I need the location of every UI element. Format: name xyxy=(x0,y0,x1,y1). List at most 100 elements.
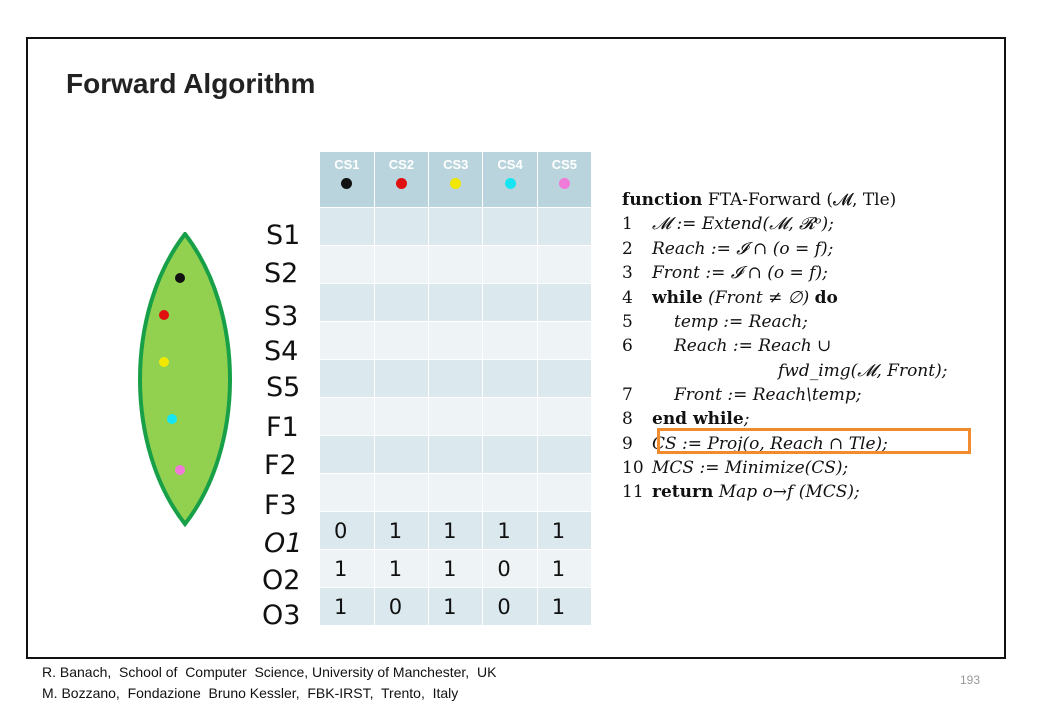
algorithm-statement: Map o→f (MCS); xyxy=(718,482,860,502)
table-cell xyxy=(320,473,375,512)
algorithm-statement: (Front ≠ ∅) xyxy=(708,288,810,308)
algorithm-statement: Front := 𝓘 ∩ (o = f); xyxy=(652,263,828,283)
state-label: O1 xyxy=(264,528,303,559)
dot-yellow xyxy=(159,357,169,367)
table-row xyxy=(320,321,593,360)
line-number: 5 xyxy=(622,312,633,332)
table-cell xyxy=(482,283,538,322)
state-label: O2 xyxy=(262,565,301,596)
header-label: CS2 xyxy=(388,157,415,172)
footer-line-1: R. Banach, School of Computer Science, U… xyxy=(42,664,497,680)
header-label: CS5 xyxy=(551,157,577,172)
algorithm-header: function FTA-Forward (𝓜, Tle) xyxy=(622,190,896,210)
state-label: F2 xyxy=(264,450,297,481)
table-cell xyxy=(537,473,593,512)
highlight-box xyxy=(657,428,971,454)
table-header-cs4: CS4 xyxy=(482,152,538,208)
table-header-row: CS1 CS2 CS3 CS4 CS5 xyxy=(320,152,593,208)
table-cell: 1 xyxy=(428,587,484,625)
table-cell xyxy=(320,283,375,322)
table-cell xyxy=(320,359,375,398)
table-cell xyxy=(428,359,484,398)
table-cell: 1 xyxy=(537,587,593,625)
algorithm-line: 3 Front := 𝓘 ∩ (o = f); xyxy=(622,263,828,283)
table-row xyxy=(320,245,593,284)
table-row xyxy=(320,207,593,246)
table-cell xyxy=(537,359,593,398)
table-cell xyxy=(537,245,593,284)
table-cell: 1 xyxy=(537,549,593,588)
state-label: S5 xyxy=(266,372,301,403)
algorithm-line: 10 MCS := Minimize(CS); xyxy=(622,458,848,478)
algorithm-keyword: while xyxy=(652,288,703,308)
algorithm-statement: CS := Proj(o, Reach ∩ Tle); xyxy=(652,434,888,454)
algorithm-keyword: end while xyxy=(652,409,744,429)
state-label: F3 xyxy=(264,490,297,521)
footer-line-2: M. Bozzano, Fondazione Bruno Kessler, FB… xyxy=(42,685,459,701)
table-cell xyxy=(482,435,538,474)
table-cell xyxy=(428,473,484,512)
algorithm-statement: ; xyxy=(743,409,750,429)
slide-title: Forward Algorithm xyxy=(66,68,316,99)
table-cell xyxy=(482,245,538,284)
algorithm-line: 8 end while; xyxy=(622,409,749,429)
algorithm-line: fwd_img(𝓜, Front); xyxy=(622,361,947,381)
table-cell xyxy=(374,207,430,246)
algorithm-line: 5 temp := Reach; xyxy=(622,312,808,332)
table-cell: 1 xyxy=(374,511,430,550)
dot-red xyxy=(159,310,169,320)
algorithm-keyword: do xyxy=(814,288,838,308)
algorithm-statement: Reach := Reach ∪ xyxy=(674,336,832,356)
table-cell xyxy=(374,435,430,474)
table-cell xyxy=(374,321,430,360)
header-dot-pink xyxy=(558,178,570,189)
header-dot-yellow xyxy=(450,178,462,189)
algorithm-keyword: function xyxy=(622,190,703,210)
table-cell xyxy=(482,359,538,398)
table-cell xyxy=(374,397,430,436)
table-cell xyxy=(374,245,430,284)
state-label: F1 xyxy=(266,412,299,443)
algorithm-statement: temp := Reach; xyxy=(674,312,808,332)
header-dot-black xyxy=(341,178,353,189)
header-label: CS3 xyxy=(443,157,469,172)
table-row xyxy=(320,435,593,474)
table-cell xyxy=(320,435,375,474)
table-cell: 1 xyxy=(482,511,538,550)
table-row xyxy=(320,397,593,436)
algorithm-line: 11 return Map o→f (MCS); xyxy=(622,482,860,502)
table-cell xyxy=(482,473,538,512)
line-number: 2 xyxy=(622,239,633,259)
table-cell xyxy=(537,321,593,360)
table-header-cs3: CS3 xyxy=(428,152,484,208)
algorithm-statement: MCS := Minimize(CS); xyxy=(652,458,849,478)
algorithm-line: 4 while (Front ≠ ∅) do xyxy=(622,288,838,308)
table-cell xyxy=(428,283,484,322)
table-cell: 1 xyxy=(428,549,484,588)
state-label: S1 xyxy=(266,220,301,251)
footer-credits: R. Banach, School of Computer Science, U… xyxy=(42,662,496,704)
table-cell xyxy=(482,207,538,246)
algorithm-statement: fwd_img(𝓜, Front); xyxy=(778,361,948,381)
table-header-cs2: CS2 xyxy=(374,152,430,208)
dot-pink xyxy=(175,465,185,475)
header-dot-red xyxy=(395,178,407,189)
header-dot-cyan xyxy=(504,178,516,189)
table-cell xyxy=(320,397,375,436)
table-cell xyxy=(428,321,484,360)
algorithm-statement: Reach := 𝓘 ∩ (o = f); xyxy=(652,239,834,259)
table-row xyxy=(320,473,593,512)
table-cell xyxy=(537,283,593,322)
table-cell: 1 xyxy=(320,587,375,625)
table-cell xyxy=(320,245,375,284)
line-number: 8 xyxy=(622,409,633,429)
table-cell xyxy=(320,321,375,360)
table-cell xyxy=(537,435,593,474)
table-cell xyxy=(428,435,484,474)
algorithm-statement: Front := Reach\temp; xyxy=(674,385,862,405)
algorithm-signature: FTA-Forward (𝓜, Tle) xyxy=(707,190,897,210)
algorithm-line: 9 CS := Proj(o, Reach ∩ Tle); xyxy=(622,434,888,454)
